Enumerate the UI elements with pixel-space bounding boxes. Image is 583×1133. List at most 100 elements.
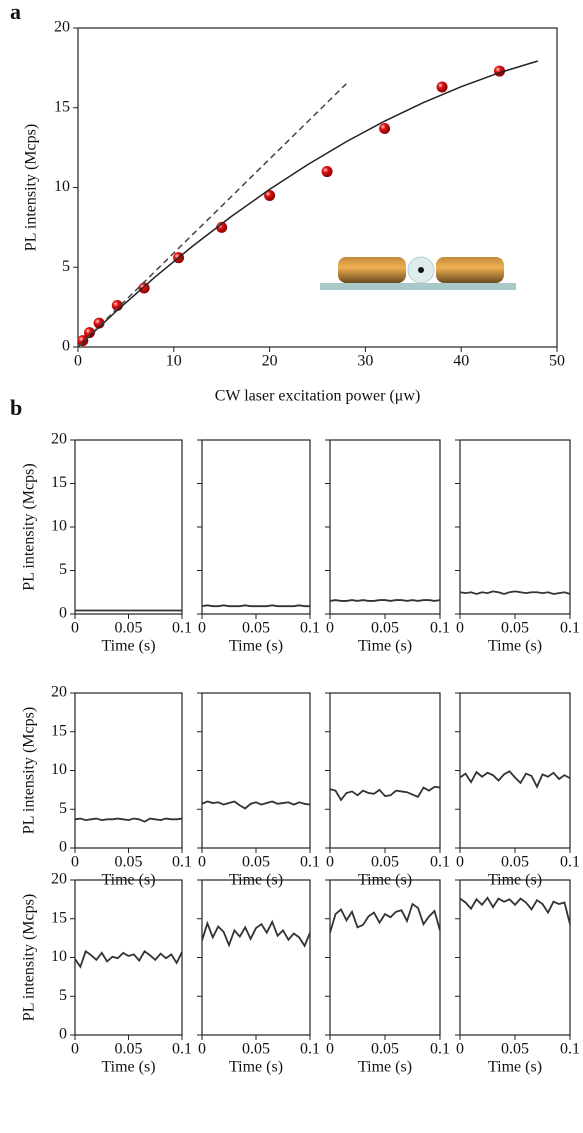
trace: [459, 896, 571, 925]
y-tick-label: 0: [59, 1026, 67, 1043]
x-tick-label: 0.05: [501, 620, 529, 637]
x-tick-label: 0.05: [501, 854, 529, 871]
data-point: [83, 327, 95, 339]
x-tick-label: 0.1: [430, 854, 450, 871]
x-tick-label: 0: [198, 620, 206, 637]
x-tick-label: 0.1: [560, 620, 580, 637]
plot-frame: [77, 27, 558, 348]
x-tick-label: 0: [456, 1041, 464, 1058]
trace: [329, 599, 441, 602]
y-tick-label: 10: [51, 518, 67, 535]
trace: [329, 902, 441, 933]
data-point: [216, 221, 228, 233]
y-tick-label: 5: [62, 258, 70, 275]
trace: [201, 800, 311, 810]
trace: [329, 785, 441, 802]
y-tick-label: 10: [51, 948, 67, 965]
x-tick-label: 40: [453, 353, 469, 370]
data-point: [77, 335, 89, 347]
plot-frame: [201, 879, 311, 1036]
x-axis-label: Time (s): [229, 638, 283, 655]
y-tick-label: 20: [51, 684, 67, 701]
panel-label: a: [10, 0, 21, 24]
x-tick-label: 0: [198, 854, 206, 871]
plot-frame: [74, 439, 183, 615]
x-axis-label: Time (s): [101, 1059, 155, 1076]
trace: [459, 770, 571, 789]
plot-frame: [459, 692, 571, 849]
y-axis-label: PL intensity (Mcps): [21, 707, 38, 834]
y-tick-label: 10: [54, 178, 70, 195]
x-axis-label: Time (s): [358, 638, 412, 655]
x-tick-label: 0: [198, 1041, 206, 1058]
x-tick-label: 20: [262, 353, 278, 370]
x-tick-label: 0.05: [242, 620, 270, 637]
x-tick-label: 0: [456, 620, 464, 637]
data-point: [321, 166, 333, 178]
x-tick-label: 10: [166, 353, 182, 370]
y-tick-label: 0: [62, 338, 70, 355]
x-tick-label: 30: [357, 353, 373, 370]
x-tick-label: 0.1: [172, 854, 192, 871]
x-tick-label: 0: [74, 353, 82, 370]
y-tick-label: 5: [59, 800, 67, 817]
y-tick-label: 0: [59, 605, 67, 622]
x-tick-label: 0.1: [560, 854, 580, 871]
y-tick-label: 5: [59, 987, 67, 1004]
x-tick-label: 0.05: [115, 620, 143, 637]
trace: [74, 817, 183, 823]
x-axis-label: CW laser excitation power (μw): [215, 388, 421, 405]
x-tick-label: 0.1: [172, 620, 192, 637]
inset-illustration: [320, 256, 516, 290]
trace: [459, 590, 571, 595]
plot-frame: [74, 692, 183, 849]
x-tick-label: 0.05: [242, 854, 270, 871]
trace: [201, 919, 311, 948]
y-tick-label: 20: [54, 19, 70, 36]
y-axis-label: PL intensity (Mcps): [21, 463, 38, 590]
y-axis-label: PL intensity (Mcps): [23, 124, 40, 251]
x-tick-label: 0: [326, 1041, 334, 1058]
x-tick-label: 0.1: [300, 854, 320, 871]
x-tick-label: 0.05: [115, 1041, 143, 1058]
x-tick-label: 0: [71, 620, 79, 637]
x-tick-label: 0.05: [371, 620, 399, 637]
data-point: [264, 189, 276, 201]
y-tick-label: 5: [59, 561, 67, 578]
y-tick-label: 15: [51, 474, 67, 491]
y-tick-label: 0: [59, 839, 67, 856]
y-tick-label: 20: [51, 871, 67, 888]
data-point: [93, 317, 105, 329]
nanorod: [338, 257, 406, 283]
nanorod: [436, 257, 504, 283]
x-tick-label: 50: [549, 353, 565, 370]
fit-curve: [77, 60, 539, 348]
x-axis-label: Time (s): [229, 1059, 283, 1076]
data-point: [138, 282, 150, 294]
plot-frame: [329, 692, 441, 849]
y-tick-label: 20: [51, 431, 67, 448]
x-tick-label: 0.1: [300, 620, 320, 637]
x-tick-label: 0.05: [371, 854, 399, 871]
trace: [201, 604, 310, 608]
quantum-dot: [418, 267, 424, 273]
plot-frame: [201, 692, 311, 849]
y-tick-label: 15: [51, 722, 67, 739]
x-tick-label: 0: [71, 854, 79, 871]
x-tick-label: 0: [71, 1041, 79, 1058]
data-point: [436, 81, 448, 93]
y-tick-label: 15: [54, 98, 70, 115]
y-axis-label: PL intensity (Mcps): [21, 894, 38, 1021]
panel-label: b: [10, 395, 22, 420]
x-tick-label: 0.05: [501, 1041, 529, 1058]
linear-guide: [77, 83, 347, 348]
plot-frame: [329, 879, 441, 1036]
x-tick-label: 0.1: [430, 620, 450, 637]
y-tick-label: 15: [51, 909, 67, 926]
x-tick-label: 0.1: [560, 1041, 580, 1058]
x-tick-label: 0: [326, 854, 334, 871]
plot-frame: [459, 439, 571, 615]
x-tick-label: 0.05: [371, 1041, 399, 1058]
x-axis-label: Time (s): [488, 638, 542, 655]
y-tick-label: 10: [51, 761, 67, 778]
